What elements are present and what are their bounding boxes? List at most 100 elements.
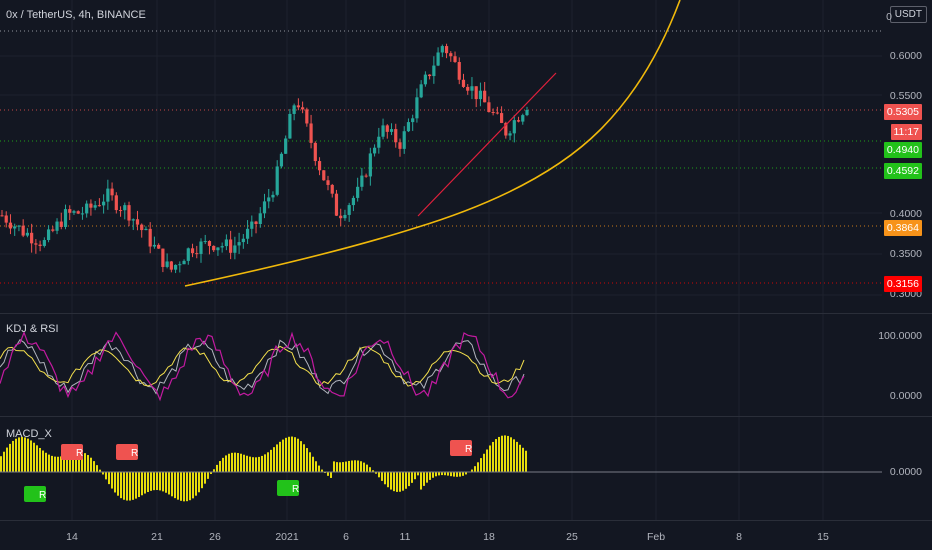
macd-bar	[402, 472, 404, 491]
macd-bar	[42, 450, 44, 472]
level-badge-red: 0.3156	[883, 276, 922, 292]
macd-bar	[69, 453, 71, 472]
macd-bar	[522, 447, 524, 472]
signal-label: R	[76, 448, 83, 459]
macd-bar	[495, 439, 497, 472]
macd-bar	[405, 472, 407, 489]
candle-body	[140, 224, 144, 231]
symbol-title[interactable]: 0x / TetherUS, 4h, BINANCE	[6, 9, 146, 21]
candle-body	[271, 194, 275, 198]
kdj-rsi-title[interactable]: KDJ & RSI	[6, 323, 59, 335]
signal-label: R	[465, 444, 472, 455]
macd-bar	[261, 455, 263, 472]
macd-bar	[159, 472, 161, 491]
candle-body	[415, 97, 419, 119]
candle-body	[102, 201, 106, 206]
macd-bar	[414, 472, 416, 480]
macd-bar	[474, 466, 476, 472]
candle-body	[144, 228, 148, 231]
candle-body	[499, 113, 504, 123]
candle-body	[487, 102, 491, 113]
macd-bar	[39, 447, 41, 472]
candle-body	[245, 228, 250, 239]
macd-bar	[153, 472, 155, 491]
macd-bar	[66, 454, 68, 472]
macd-bar	[498, 436, 500, 472]
candle-body	[305, 109, 309, 124]
level-badge-orange: 0.3864	[883, 220, 922, 236]
candle-body	[131, 219, 135, 221]
macd-bar	[360, 461, 362, 472]
horizontal-levels	[0, 30, 882, 284]
macd-bar	[384, 472, 386, 485]
macd-bar	[48, 454, 50, 472]
candle-body	[38, 244, 42, 246]
candle-body	[229, 239, 233, 253]
candle-body	[262, 201, 267, 214]
macd-bar	[462, 472, 464, 476]
macd-bar	[369, 467, 371, 472]
macd-bar	[108, 472, 110, 485]
macd-bar	[225, 455, 227, 472]
macd-bar	[492, 441, 494, 472]
candle-body	[453, 56, 457, 63]
candle-body	[508, 133, 512, 136]
candle-body	[402, 131, 406, 149]
signal-badge	[450, 440, 472, 456]
candle-body	[21, 225, 25, 236]
candle-body	[326, 180, 330, 185]
candle-body	[97, 205, 101, 207]
macd-bar	[201, 472, 203, 489]
candle-body	[233, 245, 237, 253]
macd-bar	[258, 456, 260, 472]
macd-bar	[21, 436, 23, 472]
candle-body	[63, 209, 68, 227]
candle-body	[381, 125, 385, 137]
macd-bar	[345, 461, 347, 472]
candle-body	[182, 260, 186, 265]
macd-bar	[105, 472, 107, 480]
x-axis-tick-label: 6	[343, 531, 349, 543]
candle-body	[398, 142, 402, 149]
macd-bar	[285, 437, 287, 472]
grid-lines	[0, 0, 882, 520]
macd-bar	[288, 436, 290, 472]
candle-body	[85, 203, 89, 214]
macd-bar	[24, 437, 26, 472]
signal-label: R	[292, 484, 299, 495]
macd-bar	[348, 460, 350, 472]
macd-bar	[243, 454, 245, 472]
macd-bar	[198, 472, 200, 493]
macd-bar	[192, 472, 194, 499]
candle-body	[254, 221, 258, 224]
candle-body	[258, 213, 262, 224]
macd-bar	[372, 470, 374, 472]
y-axis-tick-label: 0.4000	[889, 208, 922, 220]
macd-bar	[330, 472, 332, 478]
candle-body	[93, 205, 97, 208]
candle-body	[178, 264, 182, 266]
macd-bar	[510, 437, 512, 472]
macd-bar	[432, 472, 434, 478]
pane-divider	[0, 520, 932, 521]
macd-bar	[156, 472, 158, 491]
macd-bar	[111, 472, 113, 489]
macd-bar	[189, 472, 191, 501]
candle-body	[356, 186, 360, 198]
candle-body	[114, 195, 118, 211]
macd-bar	[291, 436, 293, 472]
macd-bar	[477, 462, 479, 472]
macd-title[interactable]: MACD_X	[6, 428, 52, 440]
macd-bar	[342, 462, 344, 472]
candle-body	[106, 188, 110, 202]
macd-bar	[393, 472, 395, 492]
unit-button[interactable]: USDT	[889, 6, 927, 23]
macd-bar	[318, 465, 320, 472]
macd-bar	[174, 472, 176, 499]
candle-body	[419, 84, 423, 98]
candle-body	[165, 261, 169, 267]
macd-bar	[93, 461, 95, 472]
signal-badge	[24, 486, 46, 502]
x-axis-tick-label: 25	[566, 531, 578, 543]
macd-bar	[441, 472, 443, 476]
